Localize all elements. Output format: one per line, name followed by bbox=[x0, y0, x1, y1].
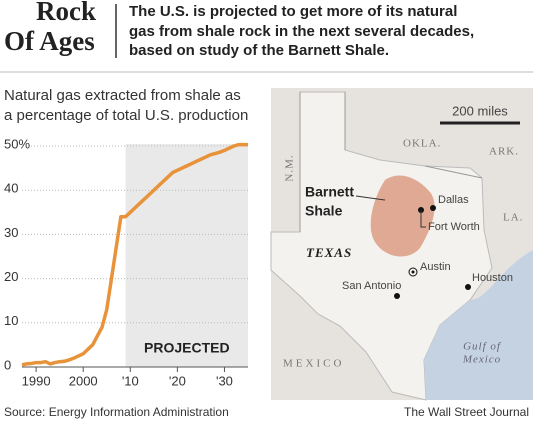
shale-label: Barnett bbox=[305, 184, 354, 200]
plot: PROJECTED 0 10 20 30 40 50% 1990 2000 '10 '20 '30 bbox=[4, 136, 248, 388]
y-tick-label: 10 bbox=[4, 313, 18, 328]
capital bbox=[411, 270, 415, 274]
state: LA. bbox=[503, 212, 523, 224]
x-tick-label: '10 bbox=[122, 373, 139, 388]
city-label: San Antonio bbox=[342, 280, 401, 292]
y-tick-label: 50% bbox=[4, 136, 30, 151]
credit: The Wall Street Journal bbox=[404, 405, 529, 419]
shale bbox=[370, 175, 435, 257]
city-label: Austin bbox=[420, 261, 451, 273]
source: Source: Energy Information Administratio… bbox=[4, 405, 229, 419]
city-label: Houston bbox=[472, 272, 513, 284]
state: N.M. bbox=[284, 154, 296, 181]
gulf bbox=[424, 250, 533, 400]
border bbox=[299, 92, 483, 232]
subtitle: The U.S. is projected to get more of its… bbox=[129, 3, 457, 20]
y-tick-label: 0 bbox=[4, 357, 11, 372]
state: TEXAS bbox=[306, 245, 352, 260]
water: Mexico bbox=[462, 354, 501, 366]
city-label: Fort Worth bbox=[428, 221, 480, 233]
chart-title: a percentage of total U.S. production bbox=[4, 107, 248, 124]
y-tick-label: 20 bbox=[4, 269, 18, 284]
subtitle: gas from shale rock in the next several … bbox=[129, 23, 474, 40]
capital bbox=[408, 267, 418, 277]
leader bbox=[355, 195, 386, 201]
state: ARK. bbox=[489, 146, 519, 158]
water: Gulf of bbox=[463, 341, 502, 353]
x-tick-label: '30 bbox=[216, 373, 233, 388]
chart-title: Natural gas extracted from shale as bbox=[4, 87, 241, 104]
scale-label: 200 miles bbox=[452, 103, 508, 118]
projected-region bbox=[125, 144, 248, 367]
city bbox=[394, 293, 400, 299]
subtitle: based on study of the Barnett Shale. bbox=[129, 42, 389, 59]
annotation: PROJECTED bbox=[144, 340, 230, 356]
title: Rock bbox=[36, 0, 96, 26]
state: OKLA. bbox=[403, 138, 441, 150]
x-tick-label: 2000 bbox=[69, 373, 98, 388]
country: MEXICO bbox=[283, 358, 344, 370]
y-tick-label: 40 bbox=[4, 181, 18, 196]
x-tick-label: '20 bbox=[169, 373, 186, 388]
leader bbox=[420, 210, 426, 228]
city bbox=[430, 205, 436, 211]
title: Of Ages bbox=[4, 26, 95, 56]
map: 200 miles OKLA. ARK. LA. N.M. Barnett Sh… bbox=[270, 88, 533, 401]
city bbox=[465, 284, 471, 290]
line bbox=[21, 142, 248, 367]
y-tick-label: 30 bbox=[4, 225, 18, 240]
x-tick-label: 1990 bbox=[22, 373, 51, 388]
city-label: Dallas bbox=[438, 194, 469, 206]
shale-label: Shale bbox=[305, 203, 343, 219]
